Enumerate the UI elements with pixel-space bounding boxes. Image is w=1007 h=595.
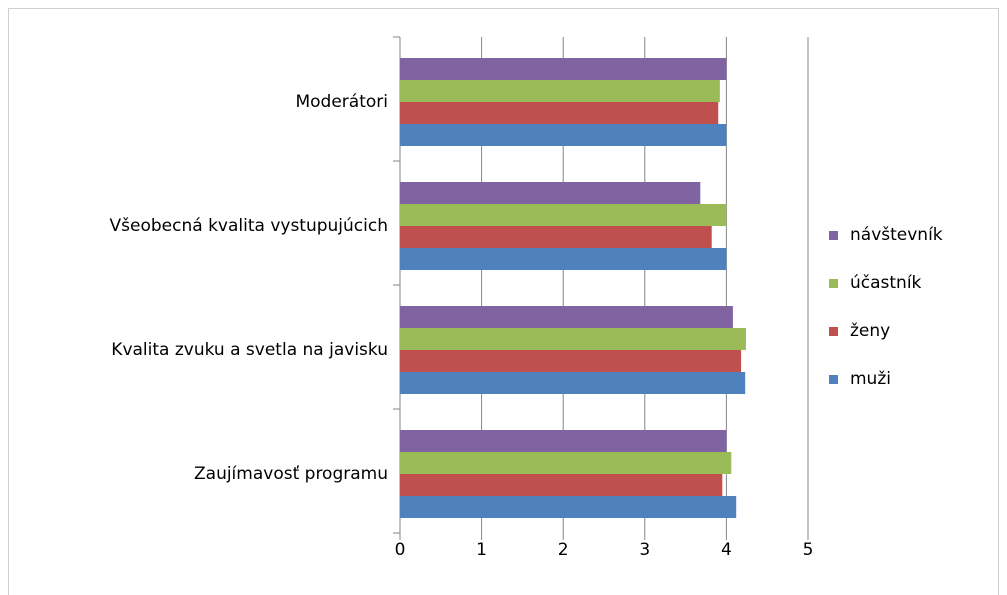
x-tick-label: 1 bbox=[476, 540, 487, 560]
bar bbox=[400, 248, 727, 270]
bar bbox=[400, 430, 727, 452]
bar bbox=[400, 204, 727, 226]
legend-swatch bbox=[829, 231, 838, 240]
bar bbox=[400, 124, 727, 146]
x-tick-label: 5 bbox=[803, 540, 814, 560]
bar bbox=[400, 102, 719, 124]
x-tick-label: 2 bbox=[558, 540, 569, 560]
legend-swatch bbox=[829, 327, 838, 336]
legend-label: ženy bbox=[850, 321, 890, 341]
bar bbox=[400, 80, 720, 102]
legend-swatch bbox=[829, 279, 838, 288]
bar bbox=[400, 182, 701, 204]
x-tick-label: 3 bbox=[639, 540, 650, 560]
bar bbox=[400, 350, 742, 372]
bar bbox=[400, 328, 746, 350]
bar bbox=[400, 58, 727, 80]
bar bbox=[400, 372, 746, 394]
y-tick-label: Všeobecná kvalita vystupujúcich bbox=[110, 216, 388, 236]
y-tick-label: Moderátori bbox=[295, 92, 388, 112]
x-tick-label: 0 bbox=[395, 540, 406, 560]
x-tick-label: 4 bbox=[721, 540, 732, 560]
bar bbox=[400, 474, 723, 496]
legend-label: návštevník bbox=[850, 225, 943, 245]
y-tick-label: Zaujímavosť programu bbox=[194, 464, 388, 484]
legend-swatch bbox=[829, 375, 838, 384]
bar bbox=[400, 306, 733, 328]
bar bbox=[400, 496, 737, 518]
bar bbox=[400, 452, 732, 474]
bar bbox=[400, 226, 712, 248]
legend-label: účastník bbox=[850, 273, 922, 293]
y-tick-label: Kvalita zvuku a svetla na javisku bbox=[111, 340, 388, 360]
legend-label: muži bbox=[850, 369, 891, 389]
